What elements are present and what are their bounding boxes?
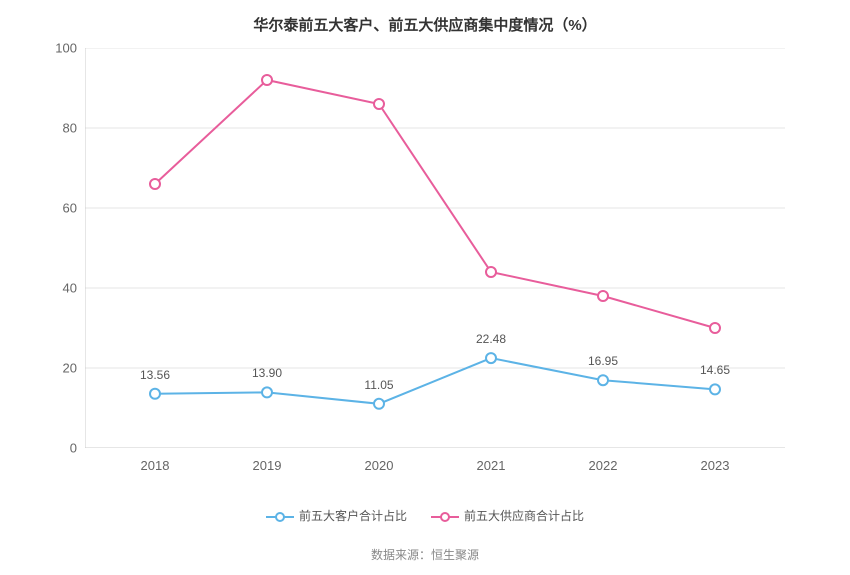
footer-source: 数据来源：恒生聚源 bbox=[0, 546, 850, 563]
point-label: 11.05 bbox=[364, 378, 393, 392]
point-label: 16.95 bbox=[588, 354, 618, 368]
legend-item: 前五大供应商合计占比 bbox=[431, 508, 584, 524]
x-axis-tick: 2018 bbox=[141, 458, 170, 473]
plot-svg bbox=[85, 48, 785, 448]
x-axis-tick: 2019 bbox=[253, 458, 282, 473]
point-label: 13.90 bbox=[252, 366, 282, 380]
point-label: 22.48 bbox=[476, 332, 506, 346]
point-label: 14.65 bbox=[700, 363, 730, 377]
legend-marker-icon bbox=[431, 510, 459, 524]
y-axis-tick: 60 bbox=[63, 201, 85, 216]
y-axis-tick: 40 bbox=[63, 281, 85, 296]
legend-marker-icon bbox=[266, 510, 294, 524]
y-axis-tick: 0 bbox=[70, 441, 85, 456]
legend-item: 前五大客户合计占比 bbox=[266, 508, 407, 524]
legend: 前五大客户合计占比 前五大供应商合计占比 bbox=[0, 508, 850, 524]
chart-container: 华尔泰前五大客户、前五大供应商集中度情况（%） 0 20 40 60 80 100 201… bbox=[0, 0, 850, 575]
x-axis-tick: 2021 bbox=[477, 458, 506, 473]
y-axis-tick: 20 bbox=[63, 361, 85, 376]
point-label: 13.56 bbox=[140, 368, 170, 382]
chart-title: 华尔泰前五大客户、前五大供应商集中度情况（%） bbox=[0, 14, 850, 35]
legend-label: 前五大供应商合计占比 bbox=[464, 509, 584, 523]
plot-area bbox=[85, 48, 785, 448]
x-axis-tick: 2023 bbox=[701, 458, 730, 473]
x-axis-tick: 2022 bbox=[589, 458, 618, 473]
y-axis-tick: 80 bbox=[63, 121, 85, 136]
y-axis-tick: 100 bbox=[55, 41, 85, 56]
x-axis-tick: 2020 bbox=[365, 458, 394, 473]
legend-label: 前五大客户合计占比 bbox=[299, 509, 407, 523]
